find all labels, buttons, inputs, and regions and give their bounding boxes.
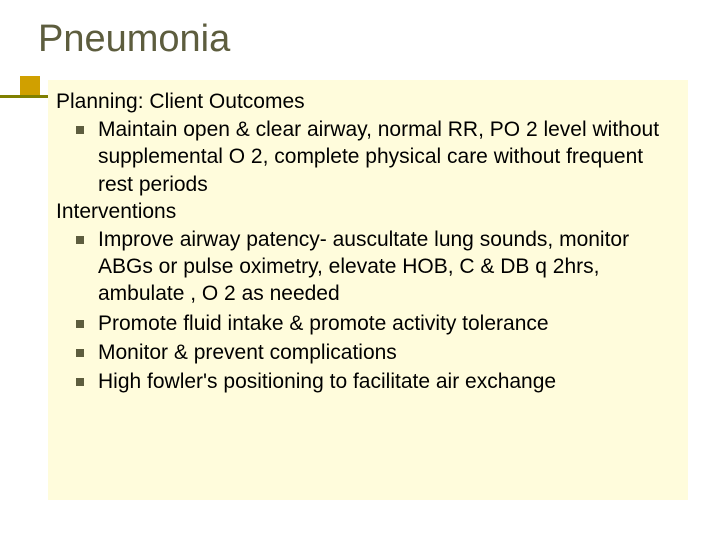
- bullet-icon: [76, 236, 84, 244]
- list-item: Monitor & prevent complications: [76, 339, 672, 366]
- list-item: High fowler's positioning to facilitate …: [76, 368, 672, 395]
- section-heading: Planning: Client Outcomes: [56, 90, 672, 114]
- section-heading: Interventions: [56, 200, 672, 224]
- content-box: Planning: Client Outcomes Maintain open …: [48, 80, 688, 500]
- bullet-text: Monitor & prevent complications: [98, 339, 397, 366]
- slide-title: Pneumonia: [38, 18, 230, 61]
- list-item: Improve airway patency- auscultate lung …: [76, 226, 672, 308]
- bullet-text: Promote fluid intake & promote activity …: [98, 310, 549, 337]
- list-item: Maintain open & clear airway, normal RR,…: [76, 116, 672, 198]
- list-item: Promote fluid intake & promote activity …: [76, 310, 672, 337]
- title-accent-square: [20, 76, 40, 96]
- bullet-text: Improve airway patency- auscultate lung …: [98, 226, 672, 308]
- bullet-text: High fowler's positioning to facilitate …: [98, 368, 556, 395]
- bullet-icon: [76, 320, 84, 328]
- bullet-icon: [76, 349, 84, 357]
- bullet-text: Maintain open & clear airway, normal RR,…: [98, 116, 672, 198]
- bullet-icon: [76, 126, 84, 134]
- bullet-icon: [76, 378, 84, 386]
